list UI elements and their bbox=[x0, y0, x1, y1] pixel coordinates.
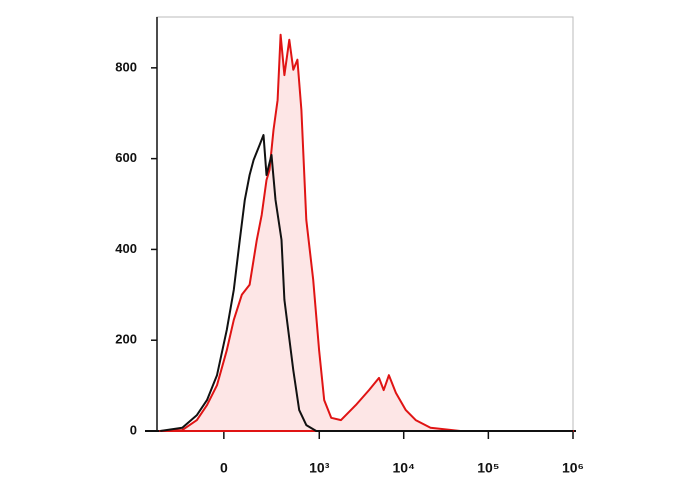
x-tick-label: 0 bbox=[220, 460, 228, 476]
x-tick-label: 10³ bbox=[309, 460, 330, 476]
y-tick-label: 600 bbox=[115, 150, 137, 165]
y-tick-label: 0 bbox=[130, 422, 137, 437]
y-tick-label: 800 bbox=[115, 59, 137, 74]
y-tick-label: 400 bbox=[115, 241, 137, 256]
x-tick-label: 10⁶ bbox=[562, 460, 584, 476]
x-tick-label: 10⁵ bbox=[477, 460, 499, 476]
y-tick-label: 200 bbox=[115, 332, 137, 347]
plot-frame bbox=[156, 16, 574, 432]
x-tick-label: 10⁴ bbox=[392, 460, 415, 476]
histogram-curve bbox=[160, 134, 573, 432]
histogram-curve bbox=[159, 33, 574, 432]
